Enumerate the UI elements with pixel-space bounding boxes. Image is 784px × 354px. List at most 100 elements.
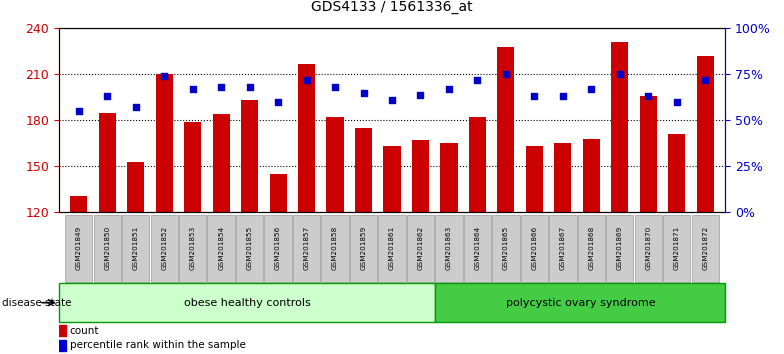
Text: GDS4133 / 1561336_at: GDS4133 / 1561336_at (311, 0, 473, 14)
Text: GSM201854: GSM201854 (218, 226, 224, 270)
Point (187, 86, 199, 92)
Bar (554, 143, 572, 212)
Text: GSM201867: GSM201867 (560, 226, 566, 270)
Text: polycystic ovary syndrome: polycystic ovary syndrome (506, 298, 655, 308)
Point (158, 73, 170, 79)
Text: GSM201859: GSM201859 (361, 226, 367, 270)
Bar (583, 139, 600, 212)
Point (300, 77, 313, 83)
Bar (270, 174, 287, 212)
Bar (156, 74, 172, 212)
Text: GSM201849: GSM201849 (76, 226, 82, 270)
FancyBboxPatch shape (435, 215, 463, 282)
Text: GSM201851: GSM201851 (132, 226, 139, 270)
Point (243, 84, 256, 90)
Text: GSM201864: GSM201864 (474, 226, 481, 270)
Bar (526, 147, 543, 212)
Bar (59, 340, 66, 351)
Point (642, 93, 655, 99)
Point (414, 92, 426, 97)
Point (101, 93, 114, 99)
Bar (497, 47, 514, 212)
FancyBboxPatch shape (93, 215, 121, 282)
FancyBboxPatch shape (321, 215, 349, 282)
FancyBboxPatch shape (691, 215, 719, 282)
Text: GSM201872: GSM201872 (702, 226, 708, 270)
FancyBboxPatch shape (208, 215, 234, 282)
Text: GSM201863: GSM201863 (446, 226, 452, 270)
Text: GSM201853: GSM201853 (190, 226, 196, 270)
FancyBboxPatch shape (350, 215, 377, 282)
Text: GSM201861: GSM201861 (389, 226, 395, 270)
Point (585, 86, 597, 92)
FancyBboxPatch shape (293, 215, 320, 282)
Bar (412, 140, 429, 212)
FancyBboxPatch shape (65, 215, 93, 282)
FancyBboxPatch shape (521, 215, 548, 282)
Point (272, 99, 285, 105)
FancyBboxPatch shape (236, 215, 263, 282)
Point (471, 77, 484, 83)
Point (528, 93, 541, 99)
Point (670, 99, 683, 105)
Point (129, 105, 142, 110)
FancyBboxPatch shape (179, 215, 206, 282)
Bar (697, 56, 713, 212)
Point (72, 108, 85, 114)
Bar (383, 147, 401, 212)
FancyBboxPatch shape (464, 215, 491, 282)
Bar (184, 122, 201, 212)
Point (699, 77, 712, 83)
Bar (355, 128, 372, 212)
Text: GSM201856: GSM201856 (275, 226, 281, 270)
Text: GSM201868: GSM201868 (588, 226, 594, 270)
Point (386, 97, 398, 103)
Text: GSM201857: GSM201857 (303, 226, 310, 270)
Bar (59, 283, 435, 322)
Text: GSM201866: GSM201866 (532, 226, 537, 270)
Point (557, 93, 569, 99)
FancyBboxPatch shape (407, 215, 434, 282)
Text: GSM201862: GSM201862 (417, 226, 423, 270)
Bar (435, 283, 725, 322)
Bar (127, 162, 144, 212)
Point (358, 90, 370, 96)
Text: GSM201852: GSM201852 (162, 226, 167, 270)
Text: GSM201865: GSM201865 (503, 226, 509, 270)
Text: GSM201869: GSM201869 (617, 226, 622, 270)
Bar (668, 134, 685, 212)
Bar (71, 195, 87, 212)
FancyBboxPatch shape (634, 215, 662, 282)
Text: GSM201855: GSM201855 (247, 226, 252, 270)
FancyBboxPatch shape (492, 215, 520, 282)
Point (215, 84, 227, 90)
FancyBboxPatch shape (151, 215, 178, 282)
FancyBboxPatch shape (550, 215, 576, 282)
Bar (326, 117, 343, 212)
Bar (298, 64, 315, 212)
Point (499, 72, 512, 77)
Bar (212, 114, 230, 212)
Bar (469, 117, 486, 212)
Text: GSM201871: GSM201871 (673, 226, 680, 270)
Bar (441, 143, 458, 212)
Text: disease state: disease state (2, 298, 72, 308)
Text: GSM201850: GSM201850 (104, 226, 111, 270)
FancyBboxPatch shape (122, 215, 150, 282)
Text: GSM201870: GSM201870 (645, 226, 652, 270)
Point (328, 84, 341, 90)
Bar (59, 325, 66, 336)
Bar (99, 113, 116, 212)
Bar (612, 42, 628, 212)
Point (443, 86, 456, 92)
FancyBboxPatch shape (578, 215, 605, 282)
Text: percentile rank within the sample: percentile rank within the sample (70, 340, 245, 350)
FancyBboxPatch shape (663, 215, 691, 282)
FancyBboxPatch shape (264, 215, 292, 282)
Point (614, 72, 626, 77)
FancyBboxPatch shape (606, 215, 633, 282)
FancyBboxPatch shape (379, 215, 405, 282)
Text: count: count (70, 326, 100, 336)
Text: GSM201858: GSM201858 (332, 226, 338, 270)
Bar (640, 96, 657, 212)
